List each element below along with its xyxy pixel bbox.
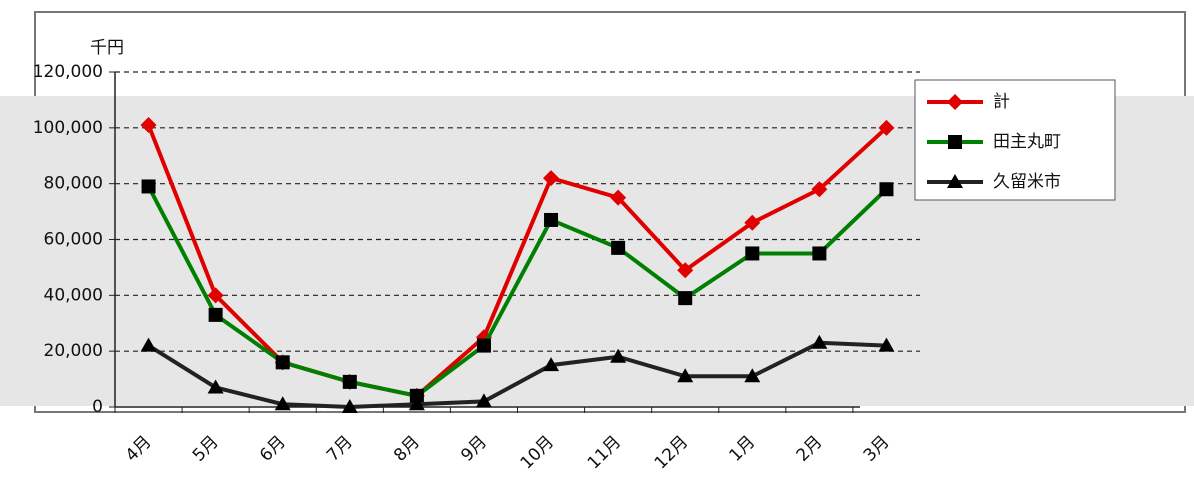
point xyxy=(811,181,828,198)
point xyxy=(678,291,693,306)
legend-label: 計 xyxy=(993,92,1010,112)
point xyxy=(879,182,894,197)
point xyxy=(543,170,560,187)
series-line xyxy=(146,185,888,398)
point xyxy=(341,399,358,413)
point xyxy=(275,355,290,370)
series-line xyxy=(146,124,888,398)
point xyxy=(878,337,895,352)
point xyxy=(274,396,291,411)
point xyxy=(543,357,560,372)
y-tick-label: 0 xyxy=(92,397,103,417)
x-tick-label: 7月 xyxy=(323,432,357,466)
point xyxy=(544,212,559,227)
series-line xyxy=(147,340,887,410)
point xyxy=(610,189,627,206)
point xyxy=(812,246,827,261)
x-tick-label: 8月 xyxy=(390,432,424,466)
x-tick-label: 11月 xyxy=(584,432,625,473)
y-tick-label: 40,000 xyxy=(44,285,103,305)
point xyxy=(610,348,627,363)
legend-label: 久留米市 xyxy=(993,172,1061,192)
y-tick-label: 20,000 xyxy=(44,341,103,361)
point xyxy=(140,337,157,352)
point xyxy=(744,368,761,383)
y-tick-label: 80,000 xyxy=(44,174,103,194)
x-tick-label: 12月 xyxy=(651,432,692,473)
point xyxy=(677,368,694,383)
point xyxy=(409,388,424,403)
point xyxy=(948,135,962,149)
y-axis-label: 千円 xyxy=(90,38,124,58)
x-tick-label: 10月 xyxy=(517,432,558,473)
point xyxy=(476,338,491,353)
x-tick-label: 1月 xyxy=(726,432,760,466)
point xyxy=(207,379,224,394)
x-tick-label: 2月 xyxy=(793,432,827,466)
x-tick-label: 9月 xyxy=(457,432,491,466)
point xyxy=(947,174,963,188)
x-tick-label: 4月 xyxy=(122,432,156,466)
point xyxy=(811,334,828,349)
point xyxy=(947,94,963,110)
x-tick-label: 6月 xyxy=(256,432,290,466)
x-tick-label: 5月 xyxy=(189,432,223,466)
point xyxy=(677,262,694,279)
y-tick-label: 100,000 xyxy=(33,118,103,138)
point xyxy=(475,393,492,408)
y-tick-label: 120,000 xyxy=(33,62,103,82)
point xyxy=(208,307,223,322)
point xyxy=(207,287,224,304)
y-tick-label: 60,000 xyxy=(44,230,103,250)
point xyxy=(744,214,761,231)
point xyxy=(611,240,626,255)
point xyxy=(745,246,760,261)
point xyxy=(408,396,425,411)
legend-label: 田主丸町 xyxy=(993,132,1061,152)
x-tick-label: 3月 xyxy=(860,432,894,466)
point xyxy=(140,117,157,134)
point xyxy=(342,374,357,389)
point xyxy=(878,119,895,136)
point xyxy=(141,179,156,194)
